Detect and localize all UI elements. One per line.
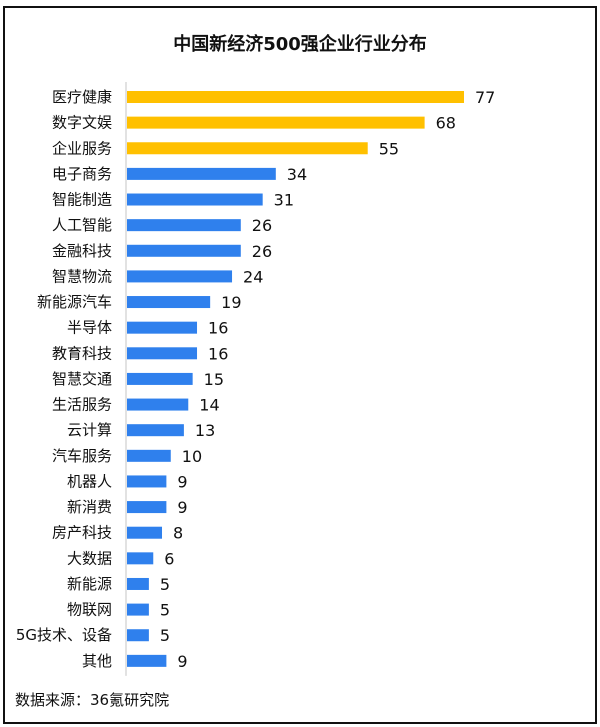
- category-label: 企业服务: [52, 139, 112, 157]
- category-label: 半导体: [67, 319, 112, 337]
- bar: [127, 424, 184, 437]
- category-label: 5G技术、设备: [16, 626, 112, 644]
- bar: [127, 321, 198, 334]
- category-label: 房产科技: [52, 524, 112, 542]
- bar: [127, 603, 149, 616]
- bar: [127, 116, 425, 129]
- category-label: 智慧物流: [52, 267, 112, 285]
- bar: [127, 347, 198, 360]
- data-label: 16: [208, 344, 228, 363]
- category-label: 新能源: [67, 575, 112, 593]
- data-label: 24: [243, 267, 263, 286]
- data-label: 5: [160, 601, 170, 620]
- data-label: 9: [177, 472, 187, 491]
- bar: [127, 142, 368, 155]
- category-label: 电子商务: [52, 165, 112, 183]
- category-label: 新能源汽车: [37, 293, 112, 311]
- bar: [127, 244, 241, 257]
- category-label: 其他: [82, 652, 112, 670]
- data-label: 15: [204, 370, 224, 389]
- bar: [127, 270, 233, 283]
- bar: [127, 577, 149, 590]
- data-label: 13: [195, 421, 215, 440]
- data-label: 26: [252, 216, 272, 235]
- category-label: 医疗健康: [52, 88, 112, 106]
- category-label: 智能制造: [52, 191, 112, 209]
- bar: [127, 501, 167, 514]
- category-label: 教育科技: [52, 344, 112, 362]
- bar: [127, 398, 189, 411]
- category-label: 智慧交通: [52, 370, 112, 388]
- category-label: 物联网: [67, 601, 112, 619]
- bar: [127, 552, 154, 565]
- data-label: 34: [287, 165, 307, 184]
- category-label: 新消费: [67, 498, 112, 516]
- bar: [127, 372, 193, 385]
- category-label: 金融科技: [52, 242, 112, 260]
- data-label: 6: [164, 549, 174, 568]
- data-label: 19: [221, 293, 241, 312]
- data-label: 77: [475, 88, 495, 107]
- data-label: 68: [436, 114, 456, 133]
- category-label: 机器人: [67, 472, 112, 490]
- category-label: 数字文娱: [52, 114, 112, 132]
- data-label: 5: [160, 626, 170, 645]
- data-label: 8: [173, 524, 183, 543]
- category-label: 云计算: [67, 421, 112, 439]
- chart-title: 中国新经济500强企业行业分布: [173, 34, 427, 55]
- category-label: 大数据: [67, 549, 112, 567]
- data-label: 10: [182, 447, 202, 466]
- bar: [127, 296, 211, 309]
- data-label: 16: [208, 319, 228, 338]
- source-note: 数据来源：36氪研究院: [15, 691, 170, 709]
- category-label: 生活服务: [52, 396, 112, 414]
- bar: [127, 629, 149, 642]
- data-label: 14: [199, 396, 219, 415]
- data-label: 9: [177, 498, 187, 517]
- category-label: 汽车服务: [52, 447, 112, 465]
- bar: [127, 654, 167, 667]
- category-label: 人工智能: [52, 216, 112, 234]
- data-label: 31: [274, 191, 294, 210]
- bar: [127, 475, 167, 488]
- bar: [127, 449, 171, 462]
- data-label: 9: [177, 652, 187, 671]
- chart-frame: [3, 6, 597, 724]
- data-label: 5: [160, 575, 170, 594]
- bar: [127, 219, 241, 232]
- bar: [127, 167, 276, 180]
- data-label: 55: [379, 139, 399, 158]
- bar: [127, 91, 464, 103]
- data-label: 26: [252, 242, 272, 261]
- bar: [127, 193, 263, 206]
- bar: [127, 526, 163, 539]
